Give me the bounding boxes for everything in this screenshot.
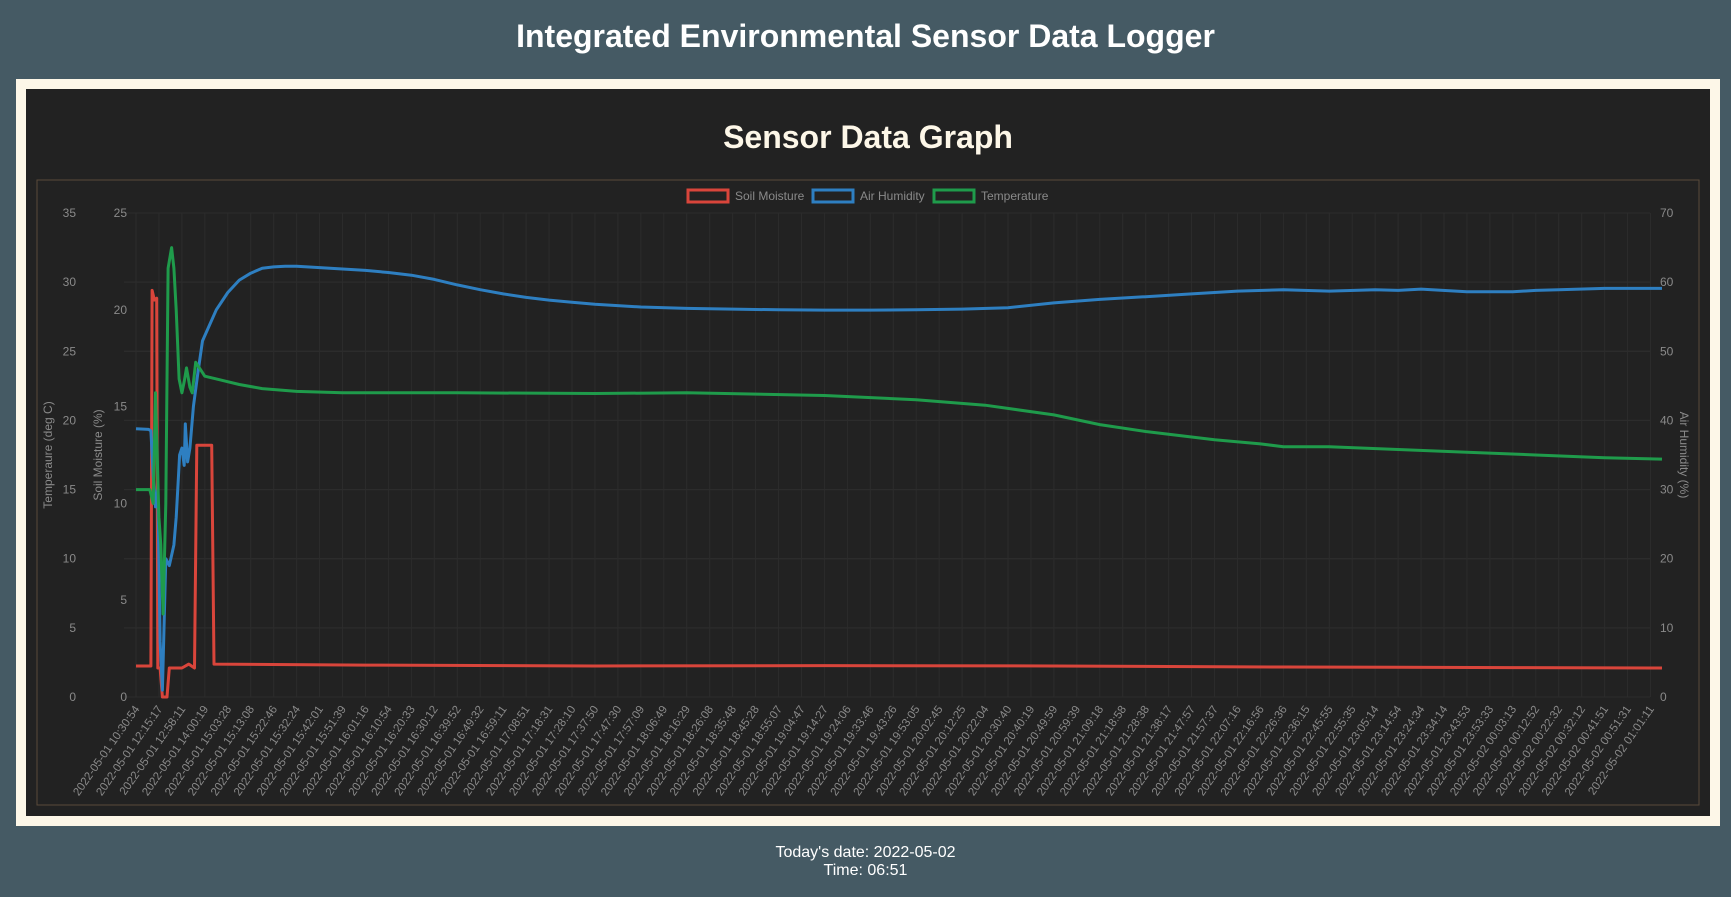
humidity-tick-label: 0 bbox=[1660, 690, 1667, 704]
legend-swatch bbox=[686, 188, 730, 204]
temperature-tick-label: 30 bbox=[63, 275, 77, 289]
temperature-tick-label: 15 bbox=[63, 483, 77, 497]
legend-swatch bbox=[932, 188, 976, 204]
plot-border bbox=[36, 179, 1700, 806]
series-temperature bbox=[136, 246, 1663, 616]
current-time: Time: 06:51 bbox=[823, 862, 908, 879]
soil-axis-title: Soil Moisture (%) bbox=[91, 409, 105, 500]
soil-tick-label: 5 bbox=[120, 593, 127, 607]
temperature-tick-label: 10 bbox=[63, 552, 77, 566]
legend-label: Soil Moisture bbox=[735, 189, 805, 203]
chart-frame: Sensor Data Graph bbox=[16, 79, 1720, 826]
humidity-tick-label: 10 bbox=[1660, 621, 1674, 635]
humidity-axis-title: Air Humidity (%) bbox=[1677, 412, 1691, 499]
legend-swatch bbox=[811, 188, 855, 204]
humidity-tick-label: 20 bbox=[1660, 552, 1674, 566]
soil-tick-label: 10 bbox=[114, 496, 128, 510]
humidity-tick-label: 50 bbox=[1660, 344, 1674, 358]
series-soil-moisture bbox=[136, 288, 1663, 699]
soil-tick-label: 0 bbox=[120, 690, 127, 704]
soil-tick-label: 25 bbox=[114, 206, 128, 220]
temperature-axis-title: Temperaure (deg C) bbox=[41, 401, 55, 508]
temperature-tick-label: 25 bbox=[63, 344, 77, 358]
legend-label: Temperature bbox=[981, 189, 1049, 203]
humidity-tick-label: 30 bbox=[1660, 483, 1674, 497]
humidity-tick-label: 60 bbox=[1660, 275, 1674, 289]
legend-item: Air Humidity bbox=[811, 188, 925, 204]
temperature-tick-label: 20 bbox=[63, 413, 77, 427]
footer: Today's date: 2022-05-02 Time: 06:51 bbox=[0, 844, 1731, 880]
humidity-tick-label: 40 bbox=[1660, 413, 1674, 427]
chart-panel: Sensor Data Graph bbox=[26, 89, 1710, 816]
temperature-tick-label: 5 bbox=[69, 621, 76, 635]
temperature-tick-label: 0 bbox=[69, 690, 76, 704]
series-air-humidity bbox=[135, 264, 1662, 692]
chart-title: Sensor Data Graph bbox=[723, 119, 1013, 155]
soil-tick-label: 20 bbox=[114, 303, 128, 317]
soil-tick-label: 15 bbox=[114, 400, 128, 414]
page-title: Integrated Environmental Sensor Data Log… bbox=[516, 18, 1215, 54]
legend-label: Air Humidity bbox=[860, 189, 925, 203]
humidity-tick-label: 70 bbox=[1660, 206, 1674, 220]
legend-item: Soil Moisture bbox=[686, 188, 805, 204]
temperature-tick-label: 35 bbox=[63, 206, 77, 220]
legend-item: Temperature bbox=[932, 188, 1049, 204]
todays-date: Today's date: 2022-05-02 bbox=[775, 844, 956, 861]
